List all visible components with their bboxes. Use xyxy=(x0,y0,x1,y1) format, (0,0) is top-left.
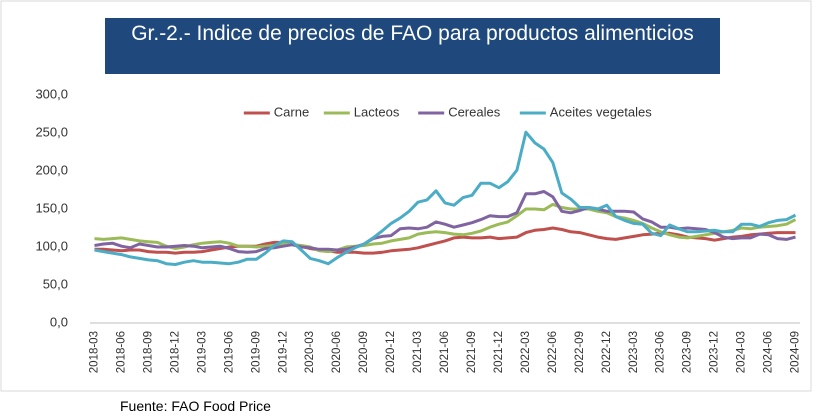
x-tick-label: 2022-06 xyxy=(547,331,559,373)
y-tick-label: 0,0 xyxy=(50,314,68,329)
x-tick-label: 2023-12 xyxy=(709,331,721,373)
x-tick-label: 2020-09 xyxy=(358,331,370,373)
y-tick-label: 150,0 xyxy=(35,200,68,215)
legend-label: Aceites vegetales xyxy=(550,104,652,119)
legend-label: Cereales xyxy=(448,104,501,119)
x-tick-label: 2024-06 xyxy=(763,331,775,373)
y-tick-label: 250,0 xyxy=(35,124,68,139)
legend-label: Lacteos xyxy=(354,104,400,119)
x-tick-label: 2019-06 xyxy=(223,331,235,373)
series-line xyxy=(94,130,797,266)
x-tick-label: 2023-09 xyxy=(682,331,694,373)
x-tick-label: 2020-06 xyxy=(331,331,343,373)
x-tick-label: 2024-09 xyxy=(790,331,802,373)
x-tick-label: 2021-06 xyxy=(439,331,451,373)
x-tick-label: 2022-12 xyxy=(601,331,613,373)
y-tick-label: 300,0 xyxy=(35,86,68,101)
x-tick-label: 2018-09 xyxy=(142,331,154,373)
x-tick-label: 2021-03 xyxy=(412,331,424,373)
series-line xyxy=(94,226,796,255)
x-tick-label: 2022-03 xyxy=(520,331,532,373)
x-tick-label: 2018-06 xyxy=(115,331,127,373)
x-tick-label: 2021-09 xyxy=(466,331,478,373)
chart-border xyxy=(0,0,812,392)
x-tick-label: 2019-09 xyxy=(250,331,262,373)
y-tick-label: 100,0 xyxy=(35,238,68,253)
chart-title: Gr.-2.- Indice de precios de FAO para pr… xyxy=(105,18,720,74)
x-tick-label: 2023-06 xyxy=(655,331,667,373)
x-tick-label: 2024-03 xyxy=(736,331,748,373)
y-tick-label: 200,0 xyxy=(35,162,68,177)
x-tick-label: 2018-12 xyxy=(169,331,181,373)
source-note: Fuente: FAO Food Price xyxy=(120,398,271,414)
x-tick-label: 2021-12 xyxy=(493,331,505,373)
y-tick-label: 50,0 xyxy=(43,276,68,291)
x-tick-label: 2018-03 xyxy=(89,331,101,373)
x-tick-label: 2020-03 xyxy=(304,331,316,373)
series-line xyxy=(94,202,797,254)
x-tick-label: 2019-12 xyxy=(277,331,289,373)
x-tick-label: 2023-03 xyxy=(628,331,640,373)
legend-label: Carne xyxy=(274,104,309,119)
x-tick-label: 2020-12 xyxy=(385,331,397,373)
x-tick-label: 2022-09 xyxy=(574,331,586,373)
x-tick-label: 2019-03 xyxy=(196,331,208,373)
